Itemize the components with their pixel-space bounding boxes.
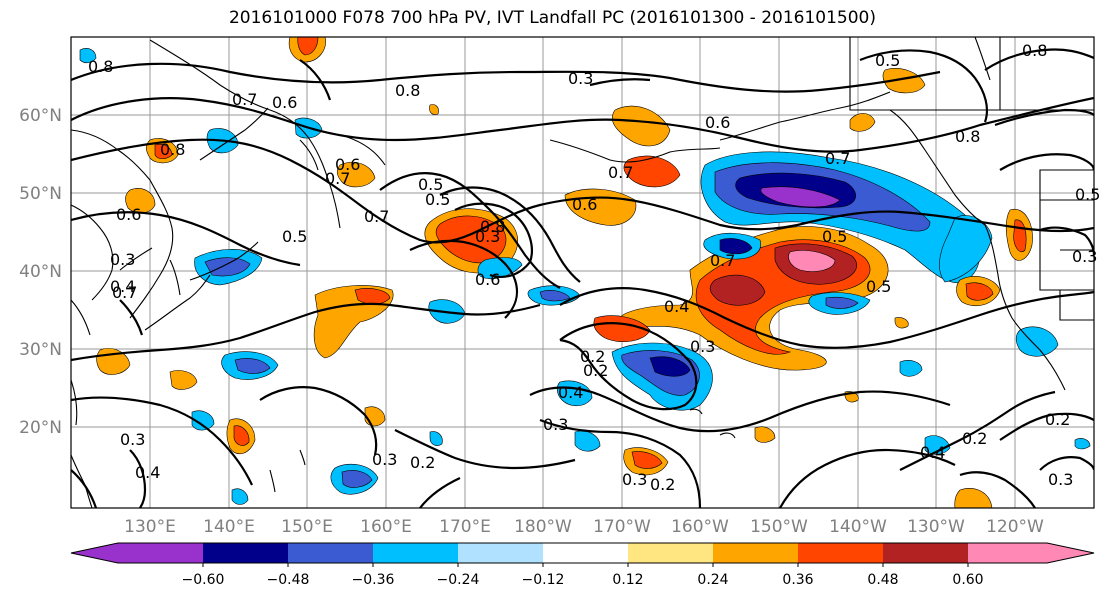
colorbar-tick-label: 0.48 [867,572,898,588]
contour-labels: 0.8 0.6 0.7 0.8 0.3 0.8 0.7 0.5 0.6 0.7 … [88,41,1100,494]
contour-label: 0.7 [112,283,137,302]
contour-label: 0.3 [568,69,593,88]
contour-label: 0.5 [418,175,443,194]
colorbar-swatch [288,543,373,563]
lon-label: 170°W [593,517,651,537]
contour-label: 0.5 [875,51,900,70]
contour-label: 0.5 [282,227,307,246]
lon-label: 120°W [986,517,1044,537]
colorbar-swatch [203,543,288,563]
colorbar-tick-label: 0.36 [782,572,813,588]
colorbar-tick-label: 0.12 [612,572,643,588]
lon-label: 150°E [281,517,333,537]
contour-label: 0.7 [325,169,350,188]
colorbar-swatch [628,543,713,563]
contour-label: 0.3 [372,450,397,469]
contour-label: 0.3 [622,470,647,489]
contour-label: 0.2 [410,453,435,472]
lon-label: 140°E [203,517,255,537]
colorbar-tick-label: −0.12 [522,572,565,588]
contour-label: 0.8 [1022,41,1047,60]
lat-label: 20°N [19,418,62,438]
colorbar: −0.60 −0.48 −0.36 −0.24 −0.12 0.12 0.24 … [70,542,1095,588]
contour-label: 0.3 [543,415,568,434]
lat-label: 30°N [19,340,62,360]
contour-label: 0.8 [88,57,113,76]
colorbar-swatch [883,543,968,563]
contour-label: 0.4 [110,277,135,296]
contour-label: 0.8 [395,81,420,100]
colorbar-tick-label: −0.36 [352,572,395,588]
colorbar-swatch [968,543,1047,563]
colorbar-outline [70,542,1095,564]
map-frame [70,36,1095,509]
lat-label: 60°N [19,106,62,126]
contour-label: 0.6 [335,155,360,174]
colorbar-swatch [458,543,543,563]
contour-label: 0.6 [116,205,141,224]
longitude-labels: 130°E 140°E 150°E 160°E 170°E 180°W 170°… [124,517,1044,537]
colorbar-max-extension [1047,543,1094,563]
contour-label: 0.7 [710,251,735,270]
lon-label: 140°W [829,517,887,537]
contour-label: 0.4 [664,297,689,316]
colorbar-tick-label: −0.60 [182,572,225,588]
colorbar-min-extension [71,543,118,563]
lat-label: 50°N [19,184,62,204]
contour-label: 0.3 [1048,470,1073,489]
contour-label: 0.6 [705,113,730,132]
contour-label: 0.2 [962,429,987,448]
contour-label: 0.3 [475,227,500,246]
contour-label: 0.5 [822,227,847,246]
contour-label: 0.7 [232,90,257,109]
contour-label: 0.3 [1072,247,1097,266]
coastlines [71,37,1094,508]
contour-label: 0.6 [572,195,597,214]
colorbar-tick-label: 0.24 [697,572,728,588]
contour-label: 0.5 [866,277,891,296]
contour-label: 0.8 [480,217,505,236]
contour-label: 0.2 [650,475,675,494]
colorbar-swatch [373,543,458,563]
contour-label: 0.6 [475,270,500,289]
contour-label: 0.4 [558,383,583,402]
contour-label: 0.3 [120,430,145,449]
contour-label: 0.2 [1045,410,1070,429]
contour-label: 0.7 [608,163,633,182]
contour-label: 0.5 [1075,185,1100,204]
lon-label: 150°W [750,517,808,537]
contour-label: 0.2 [583,361,608,380]
colorbar-swatch [798,543,883,563]
pv-contours [71,48,1094,508]
colorbar-tick-label: −0.24 [437,572,480,588]
contour-label: 0.4 [920,443,945,462]
contour-label: 0.5 [425,190,450,209]
pv-shading [79,37,1091,508]
lon-label: 160°E [360,517,412,537]
contour-label: 0.7 [364,207,389,226]
contour-label: 0.3 [110,250,135,269]
colorbar-swatch [543,543,628,563]
lat-label: 40°N [19,262,62,282]
lon-label: 180°W [514,517,572,537]
latitude-labels: 60°N 50°N 40°N 30°N 20°N [19,106,62,438]
colorbar-swatch [713,543,798,563]
lon-label: 170°E [439,517,491,537]
contour-label: 0.4 [135,463,160,482]
contour-label: 0.3 [690,337,715,356]
colorbar-tick-label: 0.60 [952,572,983,588]
contour-label: 0.8 [955,127,980,146]
colorbar-swatch [118,543,203,563]
lon-label: 160°W [671,517,729,537]
colorbar-tick-label: −0.48 [267,572,310,588]
contour-label: 0.8 [160,140,185,159]
lon-label: 130°E [124,517,176,537]
map-title: 2016101000 F078 700 hPa PV, IVT Landfall… [228,8,876,28]
lon-label: 130°W [907,517,965,537]
contour-label: 0.7 [825,149,850,168]
contour-label: 0.6 [272,93,297,112]
contour-label: 0.2 [580,347,605,366]
